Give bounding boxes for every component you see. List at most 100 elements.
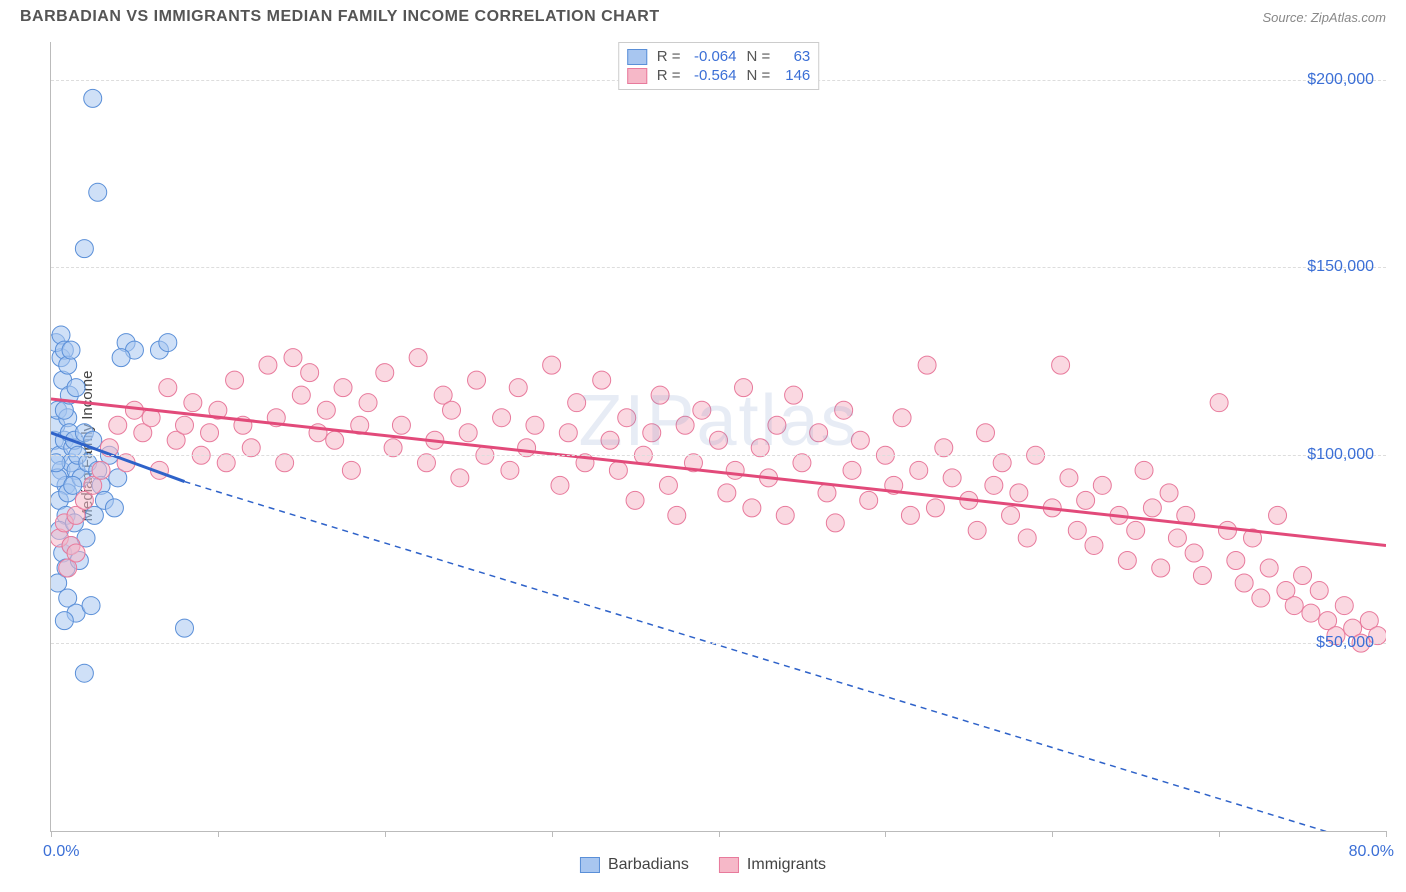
scatter-point xyxy=(217,454,235,472)
scatter-point xyxy=(201,424,219,442)
scatter-point xyxy=(1002,506,1020,524)
scatter-point xyxy=(1185,544,1203,562)
scatter-point xyxy=(1285,597,1303,615)
swatch-barbadians-bottom xyxy=(580,857,600,873)
legend-stats-row-barbadians: R = -0.064 N = 63 xyxy=(627,47,811,66)
scatter-point xyxy=(55,612,73,630)
scatter-point xyxy=(668,506,686,524)
scatter-point xyxy=(1085,536,1103,554)
scatter-point xyxy=(743,499,761,517)
trend-line-extension xyxy=(185,482,1387,831)
scatter-point xyxy=(112,349,130,367)
swatch-immigrants xyxy=(627,68,647,84)
scatter-point xyxy=(509,379,527,397)
scatter-point xyxy=(551,476,569,494)
scatter-point xyxy=(359,394,377,412)
scatter-point xyxy=(1302,604,1320,622)
scatter-point xyxy=(1118,551,1136,569)
scatter-point xyxy=(1269,506,1287,524)
scatter-point xyxy=(376,364,394,382)
scatter-point xyxy=(501,461,519,479)
scatter-point xyxy=(651,386,669,404)
scatter-point xyxy=(443,401,461,419)
scatter-point xyxy=(1252,589,1270,607)
scatter-point xyxy=(64,476,82,494)
scatter-point xyxy=(659,476,677,494)
scatter-point xyxy=(926,499,944,517)
scatter-point xyxy=(242,439,260,457)
scatter-point xyxy=(726,461,744,479)
scatter-point xyxy=(301,364,319,382)
scatter-point xyxy=(843,461,861,479)
scatter-point xyxy=(159,379,177,397)
x-tick xyxy=(1052,831,1053,837)
scatter-point xyxy=(1210,394,1228,412)
gridline-h xyxy=(51,455,1386,456)
scatter-point xyxy=(609,461,627,479)
y-tick-label: $200,000 xyxy=(1307,71,1374,89)
scatter-point xyxy=(67,379,85,397)
x-tick xyxy=(1219,831,1220,837)
scatter-point xyxy=(176,416,194,434)
scatter-point xyxy=(1310,582,1328,600)
scatter-point xyxy=(910,461,928,479)
scatter-point xyxy=(918,356,936,374)
chart-plot-area: ZIPatlas R = -0.064 N = 63 R = -0.564 N … xyxy=(50,42,1386,832)
scatter-point xyxy=(643,424,661,442)
scatter-point xyxy=(1060,469,1078,487)
scatter-point xyxy=(105,499,123,517)
x-tick xyxy=(218,831,219,837)
x-tick xyxy=(51,831,52,837)
scatter-point xyxy=(1227,551,1245,569)
scatter-point xyxy=(793,454,811,472)
legend-item-immigrants: Immigrants xyxy=(719,856,826,874)
scatter-point xyxy=(493,409,511,427)
scatter-point xyxy=(1193,567,1211,585)
legend-stats-box: R = -0.064 N = 63 R = -0.564 N = 146 xyxy=(618,42,820,90)
scatter-point xyxy=(259,356,277,374)
scatter-point xyxy=(176,619,194,637)
scatter-point xyxy=(543,356,561,374)
scatter-point xyxy=(851,431,869,449)
scatter-point xyxy=(835,401,853,419)
scatter-point xyxy=(409,349,427,367)
x-tick xyxy=(1386,831,1387,837)
scatter-point xyxy=(893,409,911,427)
scatter-point xyxy=(459,424,477,442)
scatter-point xyxy=(51,454,65,472)
y-tick-label: $150,000 xyxy=(1307,258,1374,276)
scatter-point xyxy=(184,394,202,412)
scatter-point xyxy=(451,469,469,487)
scatter-point xyxy=(468,371,486,389)
scatter-point xyxy=(82,597,100,615)
scatter-point xyxy=(334,379,352,397)
gridline-h xyxy=(51,643,1386,644)
scatter-point xyxy=(62,341,80,359)
scatter-point xyxy=(1068,521,1086,539)
scatter-point xyxy=(109,416,127,434)
scatter-point xyxy=(1135,461,1153,479)
scatter-point xyxy=(593,371,611,389)
scatter-point xyxy=(284,349,302,367)
scatter-point xyxy=(1168,529,1186,547)
scatter-point xyxy=(718,484,736,502)
scatter-point xyxy=(985,476,1003,494)
scatter-point xyxy=(693,401,711,419)
scatter-point xyxy=(342,461,360,479)
scatter-point xyxy=(785,386,803,404)
scatter-point xyxy=(810,424,828,442)
scatter-point xyxy=(860,491,878,509)
y-tick-label: $50,000 xyxy=(1316,634,1374,652)
scatter-point xyxy=(559,424,577,442)
scatter-point xyxy=(1160,484,1178,502)
legend-item-barbadians: Barbadians xyxy=(580,856,689,874)
chart-header: BARBADIAN VS IMMIGRANTS MEDIAN FAMILY IN… xyxy=(0,0,1406,30)
scatter-point xyxy=(626,491,644,509)
scatter-svg xyxy=(51,42,1386,831)
scatter-point xyxy=(89,183,107,201)
y-tick-label: $100,000 xyxy=(1307,446,1374,464)
x-tick xyxy=(885,831,886,837)
swatch-immigrants-bottom xyxy=(719,857,739,873)
scatter-point xyxy=(1143,499,1161,517)
scatter-point xyxy=(1335,597,1353,615)
